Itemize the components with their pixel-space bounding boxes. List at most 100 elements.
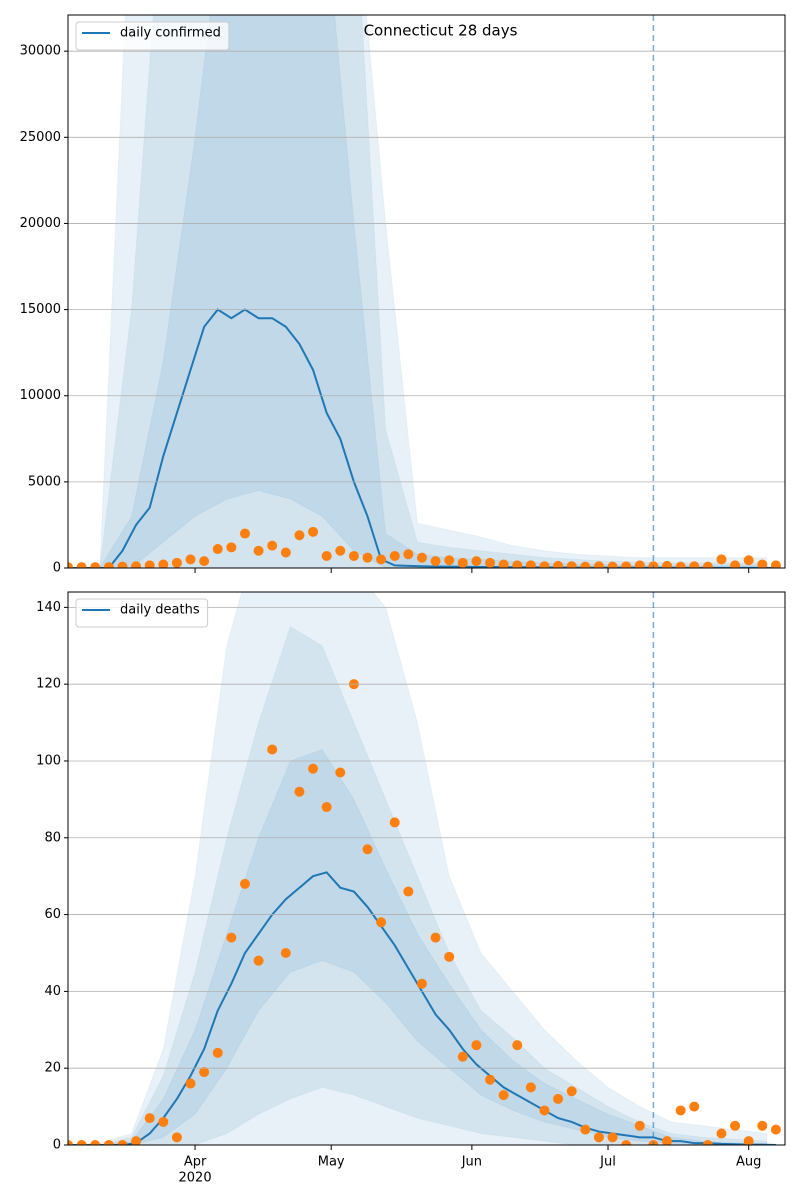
y-tick-label: 0 [53, 561, 61, 576]
scatter-point [212, 1047, 223, 1058]
scatter-point [648, 561, 659, 568]
scatter-point [226, 932, 237, 943]
scatter-point [662, 560, 673, 568]
scatter-point [539, 1105, 550, 1116]
legend-box [75, 598, 209, 628]
scatter-point [662, 1136, 673, 1145]
scatter-point [144, 1113, 155, 1124]
x-tick-label: Apr [184, 1155, 207, 1170]
scatter-point [457, 1051, 468, 1062]
scatter-point [730, 560, 741, 568]
scatter-point [131, 561, 142, 568]
legend-label: daily confirmed [120, 26, 221, 41]
y-tick-label: 25000 [20, 130, 61, 145]
scatter-point [471, 1040, 482, 1051]
chart-title: Connecticut 28 days [364, 22, 518, 40]
scatter-point [757, 1120, 768, 1131]
scatter-point [512, 1040, 523, 1051]
scatter-point [634, 1120, 645, 1131]
y-tick-label: 5000 [28, 474, 61, 489]
scatter-point [716, 1128, 727, 1139]
scatter-point [321, 802, 332, 813]
scatter-point [553, 1093, 564, 1104]
scatter-point [743, 555, 754, 566]
scatter-point [580, 1124, 591, 1135]
scatter-point [76, 562, 87, 568]
scatter-point [430, 556, 441, 567]
y-tick-label: 100 [36, 753, 61, 768]
y-tick-label: 20000 [20, 216, 61, 231]
scatter-point [185, 554, 196, 565]
scatter-point [226, 542, 237, 553]
scatter-point [498, 1090, 509, 1101]
scatter-point [634, 560, 645, 568]
scatter-point [280, 547, 291, 558]
scatter-point [103, 562, 114, 568]
scatter-point [485, 557, 496, 568]
scatter-point [607, 561, 618, 568]
x-tick-label: Jul [599, 1155, 616, 1170]
scatter-point [267, 744, 278, 755]
scatter-point [593, 1132, 604, 1143]
scatter-point [525, 560, 536, 568]
scatter-point [376, 554, 387, 565]
scatter-point [430, 932, 441, 943]
scatter-point [539, 561, 550, 568]
scatter-point [471, 556, 482, 567]
x-tick-sublabel: 2020 [179, 1171, 212, 1186]
scatter-point [90, 562, 101, 568]
y-tick-label: 120 [36, 677, 61, 692]
legend-label: daily deaths [120, 603, 200, 618]
scatter-point [403, 549, 414, 560]
y-tick-label: 10000 [20, 388, 61, 403]
scatter-point [308, 526, 319, 537]
uncertainty-band [68, 625, 768, 1145]
scatter-point [675, 1105, 686, 1116]
scatter-point [689, 561, 700, 568]
scatter-point [294, 786, 305, 797]
scatter-point [525, 1082, 536, 1093]
legend: daily confirmed [75, 21, 230, 51]
y-tick-label: 40 [44, 984, 61, 999]
scatter-point [348, 550, 359, 561]
scatter-point [675, 561, 686, 568]
scatter-point [362, 844, 373, 855]
scatter-point [185, 1078, 196, 1089]
scatter-point [498, 559, 509, 568]
y-tick-label: 140 [36, 600, 61, 615]
scatter-point [512, 560, 523, 568]
scatter-point [416, 978, 427, 989]
scatter-point [294, 530, 305, 541]
axes-frame [67, 14, 786, 569]
scatter-point [580, 561, 591, 568]
y-tick-label: 20 [44, 1061, 61, 1076]
y-tick-label: 60 [44, 907, 61, 922]
scatter-point [730, 1120, 741, 1131]
scatter-point [702, 1140, 713, 1145]
scatter-point [267, 540, 278, 551]
scatter-point [239, 528, 250, 539]
scatter-point [457, 557, 468, 568]
scatter-point [76, 1140, 87, 1145]
x-tick-label: Aug [736, 1155, 761, 1170]
scatter-point [103, 1140, 114, 1145]
scatter-point [444, 555, 455, 566]
x-tick-label: Jun [461, 1155, 482, 1170]
x-tick-label: May [318, 1155, 345, 1170]
plot-area [68, 592, 781, 1145]
scatter-point [403, 886, 414, 897]
scatter-point [621, 1140, 632, 1145]
y-tick-label: 15000 [20, 302, 61, 317]
scatter-point [68, 1140, 73, 1145]
scatter-point [770, 560, 781, 568]
scatter-point [144, 560, 155, 568]
scatter-point [90, 1140, 101, 1145]
scatter-point [253, 545, 264, 556]
scatter-point [158, 1116, 169, 1127]
scatter-point [212, 544, 223, 555]
scatter-point [770, 1124, 781, 1135]
scatter-point [117, 1140, 128, 1145]
scatter-point [308, 763, 319, 774]
scatter-point [171, 557, 182, 568]
